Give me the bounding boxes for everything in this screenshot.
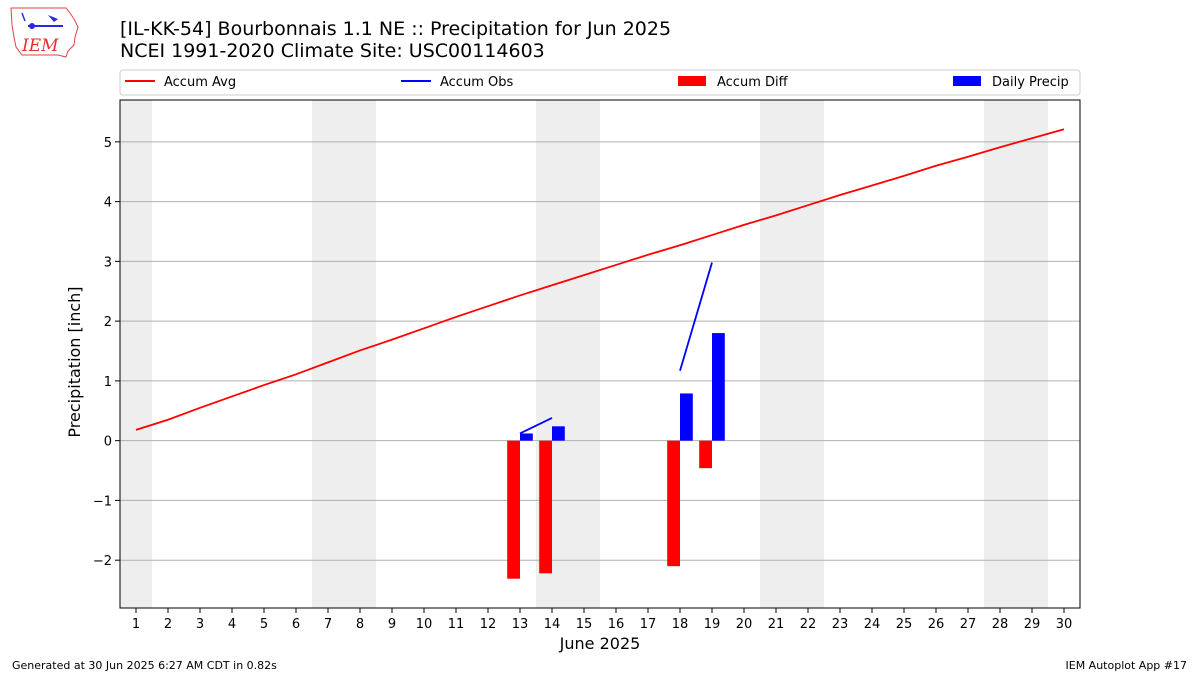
legend-bar-swatch bbox=[678, 76, 706, 86]
x-tick-label: 18 bbox=[672, 617, 689, 632]
x-tick-label: 24 bbox=[864, 617, 881, 632]
x-tick-label: 11 bbox=[448, 617, 465, 632]
x-tick-label: 3 bbox=[196, 617, 204, 632]
x-tick-label: 15 bbox=[576, 617, 593, 632]
x-tick-label: 13 bbox=[512, 617, 529, 632]
iem-logo: IEM bbox=[8, 5, 80, 63]
weekend-band bbox=[120, 100, 152, 608]
accum-obs-line bbox=[519, 417, 553, 435]
y-tick-label: 1 bbox=[104, 375, 112, 390]
x-tick-label: 26 bbox=[928, 617, 945, 632]
y-tick-label: 5 bbox=[104, 136, 112, 151]
x-tick-label: 9 bbox=[388, 617, 396, 632]
legend-label: Accum Avg bbox=[164, 75, 236, 90]
x-tick-label: 27 bbox=[960, 617, 977, 632]
weekend-band bbox=[312, 100, 376, 608]
x-tick-label: 10 bbox=[416, 617, 433, 632]
x-tick-label: 30 bbox=[1056, 617, 1073, 632]
chart-title: [IL-KK-54] Bourbonnais 1.1 NE :: Precipi… bbox=[120, 18, 672, 40]
daily-precip-bar bbox=[520, 433, 533, 441]
x-tick-label: 19 bbox=[704, 617, 721, 632]
accum-diff-bar bbox=[699, 440, 712, 469]
legend: Accum Avg Accum Obs Accum Diff Daily Precip bbox=[119, 69, 1081, 96]
y-tick-label: 2 bbox=[104, 315, 112, 330]
y-tick-label: −2 bbox=[93, 554, 112, 569]
chart-subtitle: NCEI 1991-2020 Climate Site: USC00114603 bbox=[120, 40, 545, 62]
x-tick-label: 16 bbox=[608, 617, 625, 632]
y-axis-label: Precipitation [inch] bbox=[65, 286, 84, 437]
x-axis-label: June 2025 bbox=[559, 634, 641, 653]
accum-diff-bar bbox=[667, 440, 680, 567]
y-tick-label: 0 bbox=[104, 435, 112, 450]
app-credit: IEM Autoplot App #17 bbox=[1065, 659, 1188, 672]
legend-label: Daily Precip bbox=[992, 75, 1069, 90]
accum-diff-bar bbox=[507, 440, 520, 579]
x-tick-label: 23 bbox=[832, 617, 849, 632]
x-tick-label: 28 bbox=[992, 617, 1009, 632]
x-tick-label: 6 bbox=[292, 617, 300, 632]
x-tick-label: 12 bbox=[480, 617, 497, 632]
y-tick-label: 4 bbox=[104, 196, 112, 211]
x-tick-label: 8 bbox=[356, 617, 364, 632]
x-tick-label: 7 bbox=[324, 617, 332, 632]
daily-precip-bar bbox=[680, 393, 693, 441]
logo-text: IEM bbox=[21, 36, 59, 56]
accum-avg-line bbox=[135, 128, 1065, 431]
legend-label: Accum Diff bbox=[717, 75, 789, 90]
legend-label: Accum Obs bbox=[440, 75, 513, 90]
generated-timestamp: Generated at 30 Jun 2025 6:27 AM CDT in … bbox=[12, 659, 277, 672]
x-tick-label: 2 bbox=[164, 617, 172, 632]
daily-precip-bar bbox=[552, 426, 565, 441]
x-tick-label: 4 bbox=[228, 617, 236, 632]
y-tick-label: 3 bbox=[104, 255, 112, 270]
legend-bar-swatch bbox=[953, 76, 981, 86]
daily-precip-bar bbox=[712, 333, 725, 441]
accum-diff-bar bbox=[539, 440, 552, 574]
weekend-band bbox=[984, 100, 1048, 608]
x-tick-label: 17 bbox=[640, 617, 657, 632]
weekend-band bbox=[760, 100, 824, 608]
x-tick-label: 29 bbox=[1024, 617, 1041, 632]
accum-obs-line bbox=[679, 262, 713, 371]
x-tick-label: 5 bbox=[260, 617, 268, 632]
x-tick-label: 21 bbox=[768, 617, 785, 632]
x-tick-label: 20 bbox=[736, 617, 753, 632]
x-tick-label: 25 bbox=[896, 617, 913, 632]
legend-box bbox=[119, 69, 1081, 96]
x-tick-label: 14 bbox=[544, 617, 561, 632]
plot-frame bbox=[119, 99, 1081, 609]
x-tick-label: 22 bbox=[800, 617, 817, 632]
y-tick-label: −1 bbox=[93, 494, 112, 509]
x-tick-label: 1 bbox=[132, 617, 140, 632]
